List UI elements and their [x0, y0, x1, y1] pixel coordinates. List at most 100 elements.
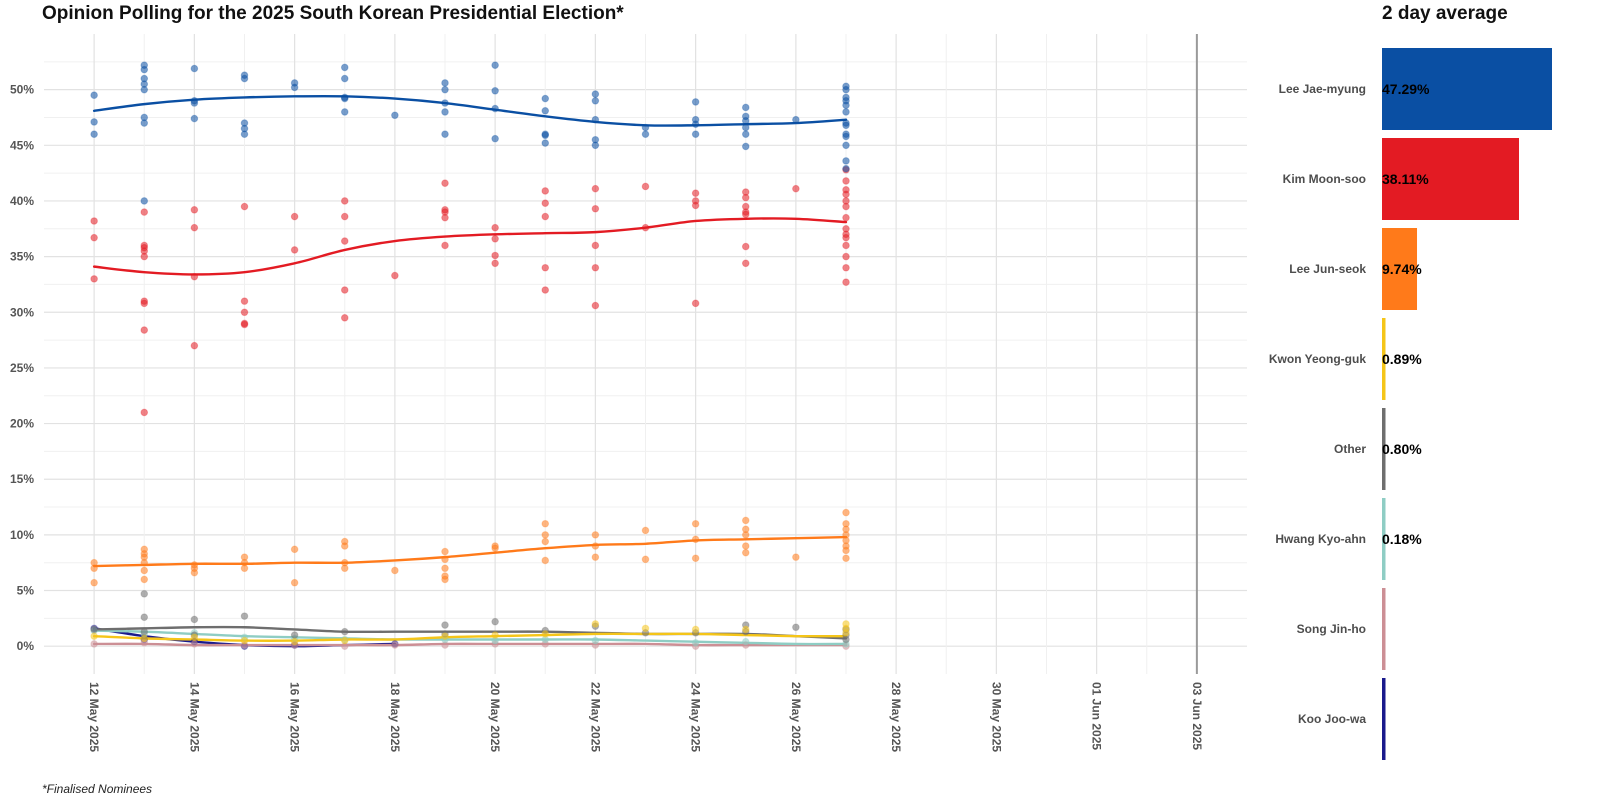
- poll-point-lee-jun-seok: [290, 545, 299, 554]
- candidate-label-lee-jun-seok: Lee Jun-seok: [1289, 262, 1366, 276]
- poll-point-lee-jun-seok: [140, 558, 149, 567]
- average-bar-koo-joo-wa: [1382, 678, 1386, 760]
- poll-point-other: [290, 631, 299, 639]
- average-bar-other: [1382, 408, 1386, 490]
- x-tick-label: 12 May 2025: [87, 682, 101, 752]
- poll-point-kim-moon-soo: [391, 271, 399, 280]
- poll-point-kim-moon-soo: [691, 299, 700, 308]
- poll-point-kim-moon-soo: [691, 201, 700, 210]
- poll-point-lee-jae-myung: [541, 131, 550, 140]
- average-bar-kwon-yeong-guk: [1382, 318, 1386, 400]
- x-tick-label: 20 May 2025: [488, 682, 502, 752]
- poll-point-lee-jun-seok: [541, 519, 550, 528]
- poll-point-kim-moon-soo: [340, 197, 349, 205]
- poll-point-lee-jae-myung: [541, 94, 550, 103]
- poll-point-lee-jae-myung: [741, 103, 750, 112]
- poll-point-lee-jae-myung: [140, 85, 149, 94]
- chart-title: Opinion Polling for the 2025 South Korea…: [42, 3, 624, 24]
- poll-point-hwang-kyo-ahn: [691, 639, 700, 647]
- poll-point-lee-jun-seok: [641, 526, 650, 535]
- poll-point-other: [441, 621, 449, 629]
- y-tick-label: 15%: [10, 472, 34, 486]
- poll-point-kim-moon-soo: [741, 210, 750, 219]
- poll-point-hwang-kyo-ahn: [591, 636, 600, 645]
- x-tick-label: 26 May 2025: [789, 682, 803, 752]
- poll-point-kim-moon-soo: [140, 326, 149, 334]
- poll-point-lee-jae-myung: [641, 123, 650, 132]
- poll-point-kim-moon-soo: [541, 286, 550, 294]
- poll-point-kim-moon-soo: [140, 408, 149, 417]
- footnote: *Finalised Nominees: [42, 782, 153, 796]
- average-bar-song-jin-ho: [1382, 588, 1386, 670]
- poll-point-kim-moon-soo: [140, 208, 149, 216]
- candidate-label-lee-jae-myung: Lee Jae-myung: [1279, 82, 1366, 96]
- poll-point-lee-jae-myung: [741, 130, 750, 138]
- poll-point-lee-jae-myung: [441, 85, 449, 94]
- poll-point-lee-jun-seok: [340, 564, 349, 573]
- poll-point-lee-jae-myung: [541, 139, 550, 147]
- poll-point-kim-moon-soo: [491, 251, 499, 260]
- poll-point-kim-moon-soo: [240, 202, 249, 211]
- poll-point-song-jin-ho: [90, 640, 98, 648]
- poll-point-other: [90, 625, 98, 634]
- poll-point-kim-moon-soo: [190, 223, 199, 232]
- poll-point-lee-jae-myung: [391, 111, 399, 120]
- poll-point-kim-moon-soo: [641, 182, 650, 191]
- poll-point-lee-jun-seok: [340, 542, 349, 550]
- average-bar-layer: Lee Jae-myung 47.29% Kim Moon-soo 38.11% Lee…: [1269, 48, 1552, 760]
- x-tick-label: 03 Jun 2025: [1190, 682, 1204, 750]
- poll-point-kwon-yeong-guk: [842, 629, 850, 637]
- poll-point-lee-jae-myung: [491, 134, 499, 143]
- poll-point-kim-moon-soo: [541, 212, 550, 221]
- poll-point-kwon-yeong-guk: [240, 636, 249, 645]
- x-tick-label: 24 May 2025: [689, 682, 703, 752]
- y-tick-label: 40%: [10, 194, 34, 208]
- poll-point-lee-jun-seok: [541, 556, 550, 565]
- poll-point-kwon-yeong-guk: [641, 624, 650, 633]
- poll-point-lee-jae-myung: [842, 132, 850, 141]
- poll-point-kim-moon-soo: [340, 286, 349, 294]
- poll-point-lee-jae-myung: [591, 141, 600, 150]
- x-tick-label: 30 May 2025: [989, 682, 1003, 752]
- poll-point-lee-jun-seok: [140, 566, 149, 575]
- poll-point-lee-jae-myung: [140, 197, 149, 205]
- poll-point-kim-moon-soo: [591, 184, 600, 193]
- poll-point-other: [140, 590, 149, 598]
- poll-point-lee-jun-seok: [641, 555, 650, 564]
- axis-layer: 0% 5% 10% 15% 20% 25% 30% 35% 40% 45% 50% 12 May 20…: [10, 34, 1204, 752]
- poll-point-kim-moon-soo: [290, 212, 299, 221]
- poll-point-other: [842, 635, 850, 644]
- poll-point-kim-moon-soo: [741, 242, 750, 251]
- poll-point-other: [240, 612, 249, 620]
- poll-point-kwon-yeong-guk: [90, 632, 98, 640]
- poll-point-lee-jae-myung: [741, 123, 750, 132]
- average-value-lee-jae-myung: 47.29%: [1382, 81, 1430, 97]
- poll-point-other: [491, 617, 499, 626]
- poll-point-lee-jun-seok: [140, 575, 149, 584]
- poll-point-kwon-yeong-guk: [190, 633, 199, 642]
- poll-point-lee-jun-seok: [792, 553, 800, 561]
- x-tick-label: 18 May 2025: [388, 682, 402, 752]
- poll-point-lee-jun-seok: [691, 554, 700, 563]
- x-tick-label: 01 Jun 2025: [1090, 682, 1104, 750]
- poll-point-kim-moon-soo: [190, 341, 199, 350]
- poll-point-kim-moon-soo: [591, 241, 600, 250]
- poll-point-kim-moon-soo: [240, 297, 249, 305]
- poll-point-lee-jae-myung: [842, 108, 850, 116]
- poll-point-lee-jae-myung: [741, 142, 750, 151]
- poll-point-lee-jae-myung: [441, 130, 449, 138]
- y-tick-label: 10%: [10, 528, 34, 542]
- poll-point-kim-moon-soo: [842, 213, 850, 222]
- y-tick-label: 5%: [17, 584, 35, 598]
- poll-point-kim-moon-soo: [140, 252, 149, 261]
- candidate-label-other: Other: [1334, 442, 1366, 456]
- y-tick-label: 0%: [17, 639, 35, 653]
- poll-point-kwon-yeong-guk: [491, 631, 499, 639]
- poll-point-lee-jae-myung: [842, 141, 850, 150]
- poll-point-lee-jae-myung: [641, 130, 650, 138]
- poll-point-lee-jun-seok: [842, 554, 850, 563]
- poll-point-lee-jun-seok: [541, 537, 550, 546]
- average-bar-kim-moon-soo: [1382, 138, 1519, 220]
- x-tick-label: 14 May 2025: [187, 682, 201, 752]
- poll-point-lee-jun-seok: [90, 564, 98, 573]
